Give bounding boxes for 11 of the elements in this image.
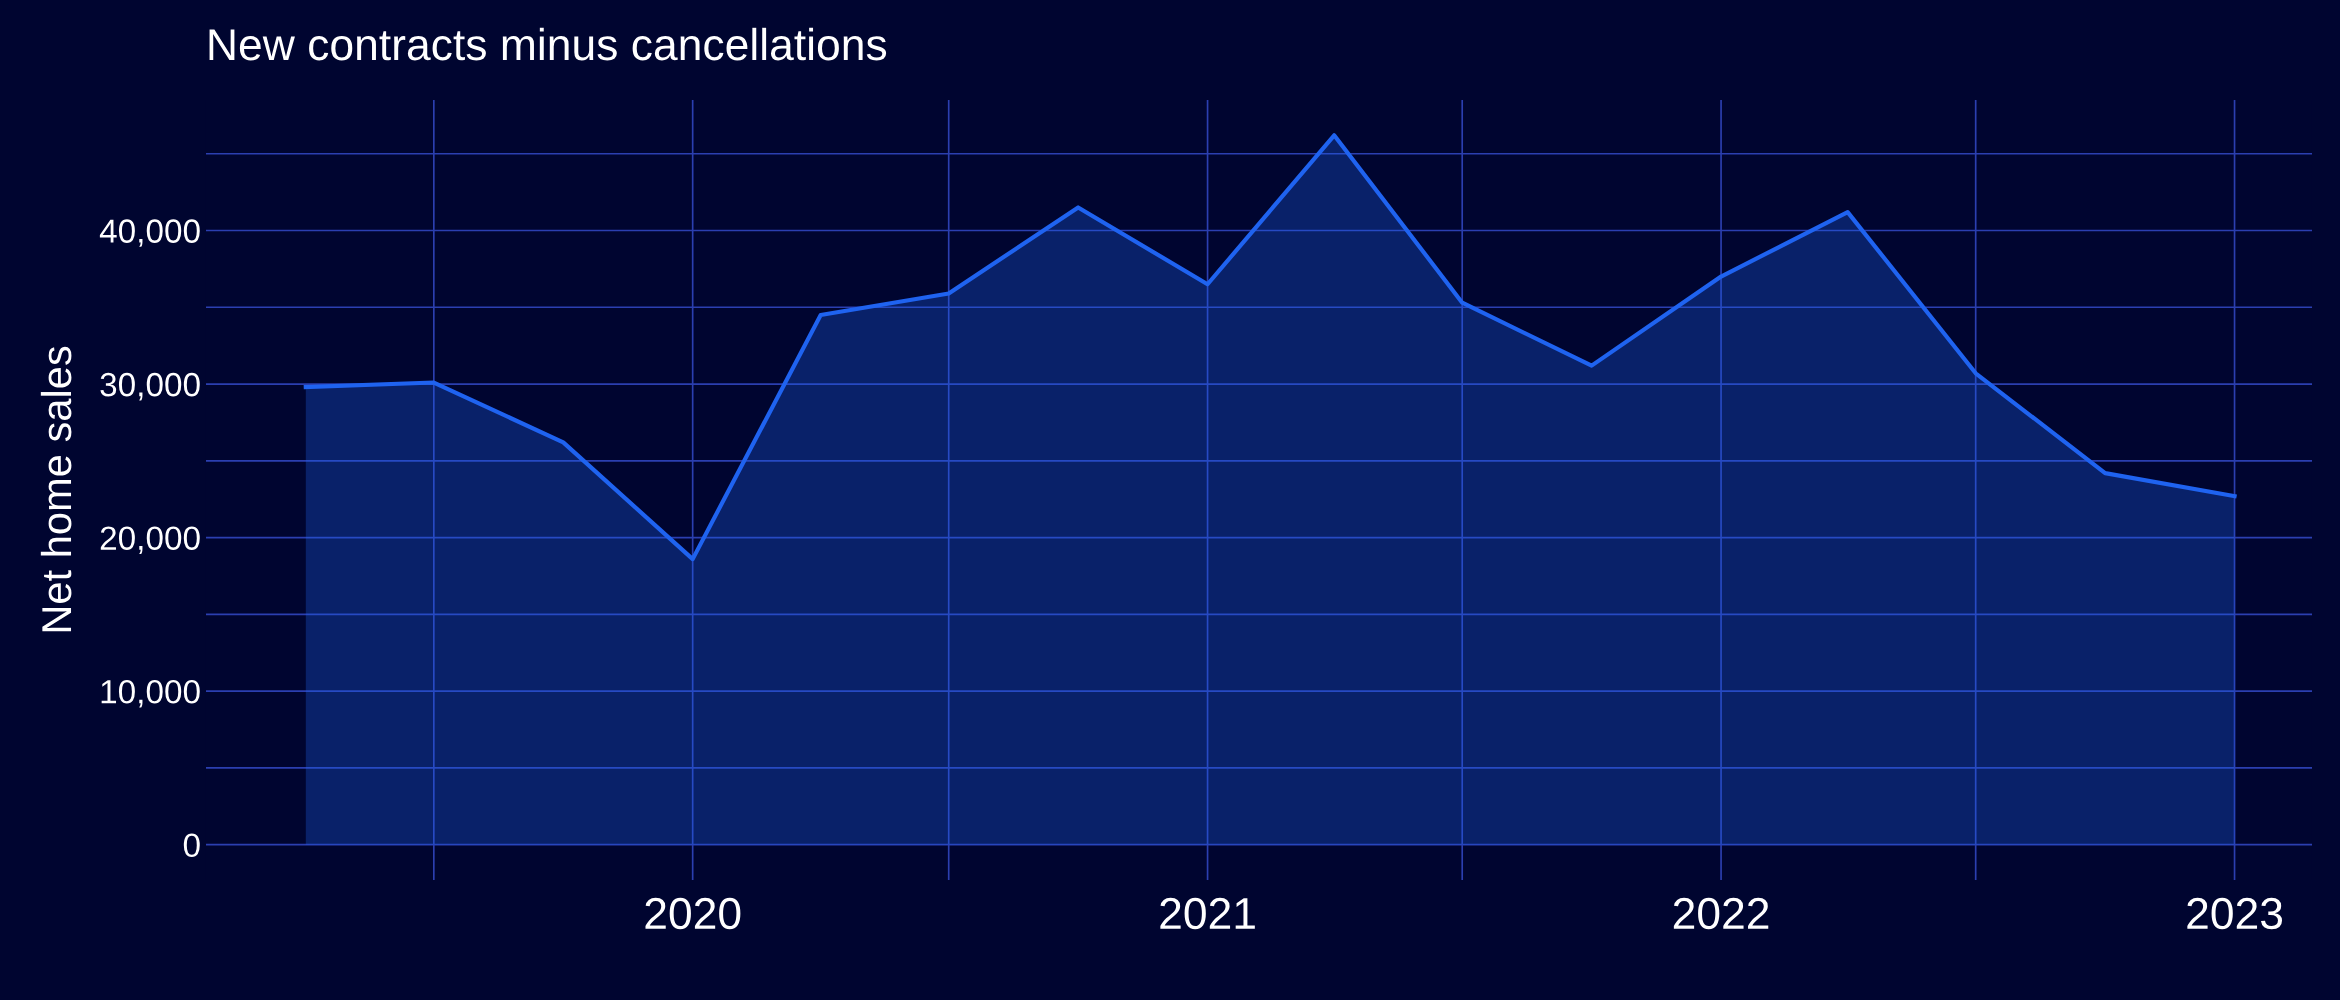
x-tick-label: 2021	[1160, 897, 1255, 930]
y-tick-label: 20,000	[100, 526, 200, 554]
x-tick-label: 2023	[2187, 897, 2283, 930]
chart-title: New contracts minus cancellations	[209, 27, 887, 61]
y-tick-label: 30,000	[100, 372, 200, 401]
x-tick-label: 2020	[645, 897, 741, 930]
x-tick-label: 2022	[1673, 897, 1769, 930]
y-tick-label: 10,000	[101, 679, 200, 708]
y-axis-title: Net home sales	[40, 346, 72, 632]
y-tick-label: 40,000	[99, 219, 200, 247]
y-tick-label: 0	[183, 833, 200, 858]
